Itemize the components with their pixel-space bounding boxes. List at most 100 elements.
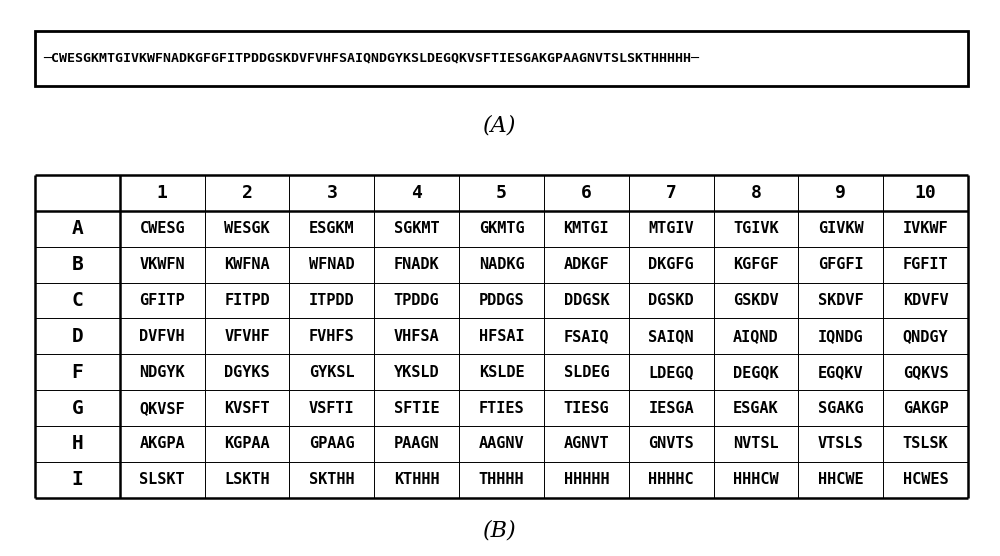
Text: KTHHH: KTHHH xyxy=(394,472,439,487)
Text: GQKVS: GQKVS xyxy=(903,365,948,380)
Bar xyxy=(35,31,968,86)
Text: GAKGP: GAKGP xyxy=(903,400,948,415)
Text: TGIVK: TGIVK xyxy=(733,221,779,236)
Text: IVKWF: IVKWF xyxy=(903,221,948,236)
Text: KVSFT: KVSFT xyxy=(224,400,270,415)
Text: ADKGF: ADKGF xyxy=(564,257,609,272)
Text: NDGYK: NDGYK xyxy=(139,365,185,380)
Text: FGFIT: FGFIT xyxy=(903,257,948,272)
Text: F: F xyxy=(72,363,83,382)
Text: QNDGY: QNDGY xyxy=(903,329,948,344)
Text: FSAIQ: FSAIQ xyxy=(564,329,609,344)
Text: KGFGF: KGFGF xyxy=(733,257,779,272)
Text: WESGK: WESGK xyxy=(224,221,270,236)
Text: ESGKM: ESGKM xyxy=(309,221,355,236)
Text: TSLSK: TSLSK xyxy=(903,436,948,451)
Text: (A): (A) xyxy=(483,114,517,136)
Text: VHFSA: VHFSA xyxy=(394,329,439,344)
Text: G: G xyxy=(72,399,83,418)
Text: GYKSL: GYKSL xyxy=(309,365,355,380)
Text: SAIQN: SAIQN xyxy=(648,329,694,344)
Text: GFITP: GFITP xyxy=(139,293,185,308)
Text: C: C xyxy=(72,291,83,310)
Text: 1: 1 xyxy=(157,184,168,202)
Text: LDEGQ: LDEGQ xyxy=(648,365,694,380)
Text: D: D xyxy=(72,327,83,346)
Text: B: B xyxy=(72,255,83,274)
Text: FVHFS: FVHFS xyxy=(309,329,355,344)
Text: DDGSK: DDGSK xyxy=(564,293,609,308)
Text: ESGAK: ESGAK xyxy=(733,400,779,415)
Text: FITPD: FITPD xyxy=(224,293,270,308)
Text: THHHH: THHHH xyxy=(479,472,524,487)
Text: WFNAD: WFNAD xyxy=(309,257,355,272)
Text: SFTIE: SFTIE xyxy=(394,400,439,415)
Text: GPAAG: GPAAG xyxy=(309,436,355,451)
Text: VFVHF: VFVHF xyxy=(224,329,270,344)
Text: I: I xyxy=(72,470,83,489)
Text: ITPDD: ITPDD xyxy=(309,293,355,308)
Text: HFSAI: HFSAI xyxy=(479,329,524,344)
Text: ─CWESGKMTGIVKWFNADKGFGFITPDDGSKDVFVHFSAIQNDGYKSLDEGQKVSFTIESGAKGPAAGNVTSLSKTHHHH: ─CWESGKMTGIVKWFNADKGFGFITPDDGSKDVFVHFSAI… xyxy=(43,52,699,65)
Text: HHHHH: HHHHH xyxy=(564,472,609,487)
Text: GSKDV: GSKDV xyxy=(733,293,779,308)
Text: YKSLD: YKSLD xyxy=(394,365,439,380)
Text: DKGFG: DKGFG xyxy=(648,257,694,272)
Text: 9: 9 xyxy=(835,184,846,202)
Text: A: A xyxy=(72,220,83,239)
Text: HCWES: HCWES xyxy=(903,472,948,487)
Text: 3: 3 xyxy=(326,184,337,202)
Text: TIESG: TIESG xyxy=(564,400,609,415)
Text: AAGNV: AAGNV xyxy=(479,436,524,451)
Text: DVFVH: DVFVH xyxy=(139,329,185,344)
Text: TPDDG: TPDDG xyxy=(394,293,439,308)
Text: AKGPA: AKGPA xyxy=(139,436,185,451)
Text: MTGIV: MTGIV xyxy=(648,221,694,236)
Text: VSFTI: VSFTI xyxy=(309,400,355,415)
Text: AGNVT: AGNVT xyxy=(564,436,609,451)
Text: EGQKV: EGQKV xyxy=(818,365,864,380)
Text: SLSKT: SLSKT xyxy=(139,472,185,487)
Text: KSLDE: KSLDE xyxy=(479,365,524,380)
Text: 7: 7 xyxy=(666,184,677,202)
Text: FNADK: FNADK xyxy=(394,257,439,272)
Text: KGPAA: KGPAA xyxy=(224,436,270,451)
Text: DGSKD: DGSKD xyxy=(648,293,694,308)
Text: GFGFI: GFGFI xyxy=(818,257,864,272)
Text: NVTSL: NVTSL xyxy=(733,436,779,451)
Text: H: H xyxy=(72,434,83,453)
Text: NADKG: NADKG xyxy=(479,257,524,272)
Text: GNVTS: GNVTS xyxy=(648,436,694,451)
Text: SKDVF: SKDVF xyxy=(818,293,864,308)
Text: SLDEG: SLDEG xyxy=(564,365,609,380)
Text: 2: 2 xyxy=(242,184,252,202)
Text: SKTHH: SKTHH xyxy=(309,472,355,487)
Text: HHHCW: HHHCW xyxy=(733,472,779,487)
Text: GIVKW: GIVKW xyxy=(818,221,864,236)
Text: SGKMT: SGKMT xyxy=(394,221,439,236)
Text: VKWFN: VKWFN xyxy=(139,257,185,272)
Text: KDVFV: KDVFV xyxy=(903,293,948,308)
Text: 6: 6 xyxy=(581,184,592,202)
Text: IQNDG: IQNDG xyxy=(818,329,864,344)
Text: (B): (B) xyxy=(483,520,517,542)
Text: 10: 10 xyxy=(915,184,936,202)
Text: PAAGN: PAAGN xyxy=(394,436,439,451)
Text: SGAKG: SGAKG xyxy=(818,400,864,415)
Text: DGYKS: DGYKS xyxy=(224,365,270,380)
Text: KMTGI: KMTGI xyxy=(564,221,609,236)
Text: 8: 8 xyxy=(751,184,761,202)
Text: DEGQK: DEGQK xyxy=(733,365,779,380)
Text: QKVSF: QKVSF xyxy=(139,400,185,415)
Text: 5: 5 xyxy=(496,184,507,202)
Text: CWESG: CWESG xyxy=(139,221,185,236)
Text: PDDGS: PDDGS xyxy=(479,293,524,308)
Text: IESGA: IESGA xyxy=(648,400,694,415)
Text: FTIES: FTIES xyxy=(479,400,524,415)
Text: HHCWE: HHCWE xyxy=(818,472,864,487)
Text: LSKTH: LSKTH xyxy=(224,472,270,487)
Text: 4: 4 xyxy=(411,184,422,202)
Text: AIQND: AIQND xyxy=(733,329,779,344)
Text: HHHHC: HHHHC xyxy=(648,472,694,487)
Text: VTSLS: VTSLS xyxy=(818,436,864,451)
